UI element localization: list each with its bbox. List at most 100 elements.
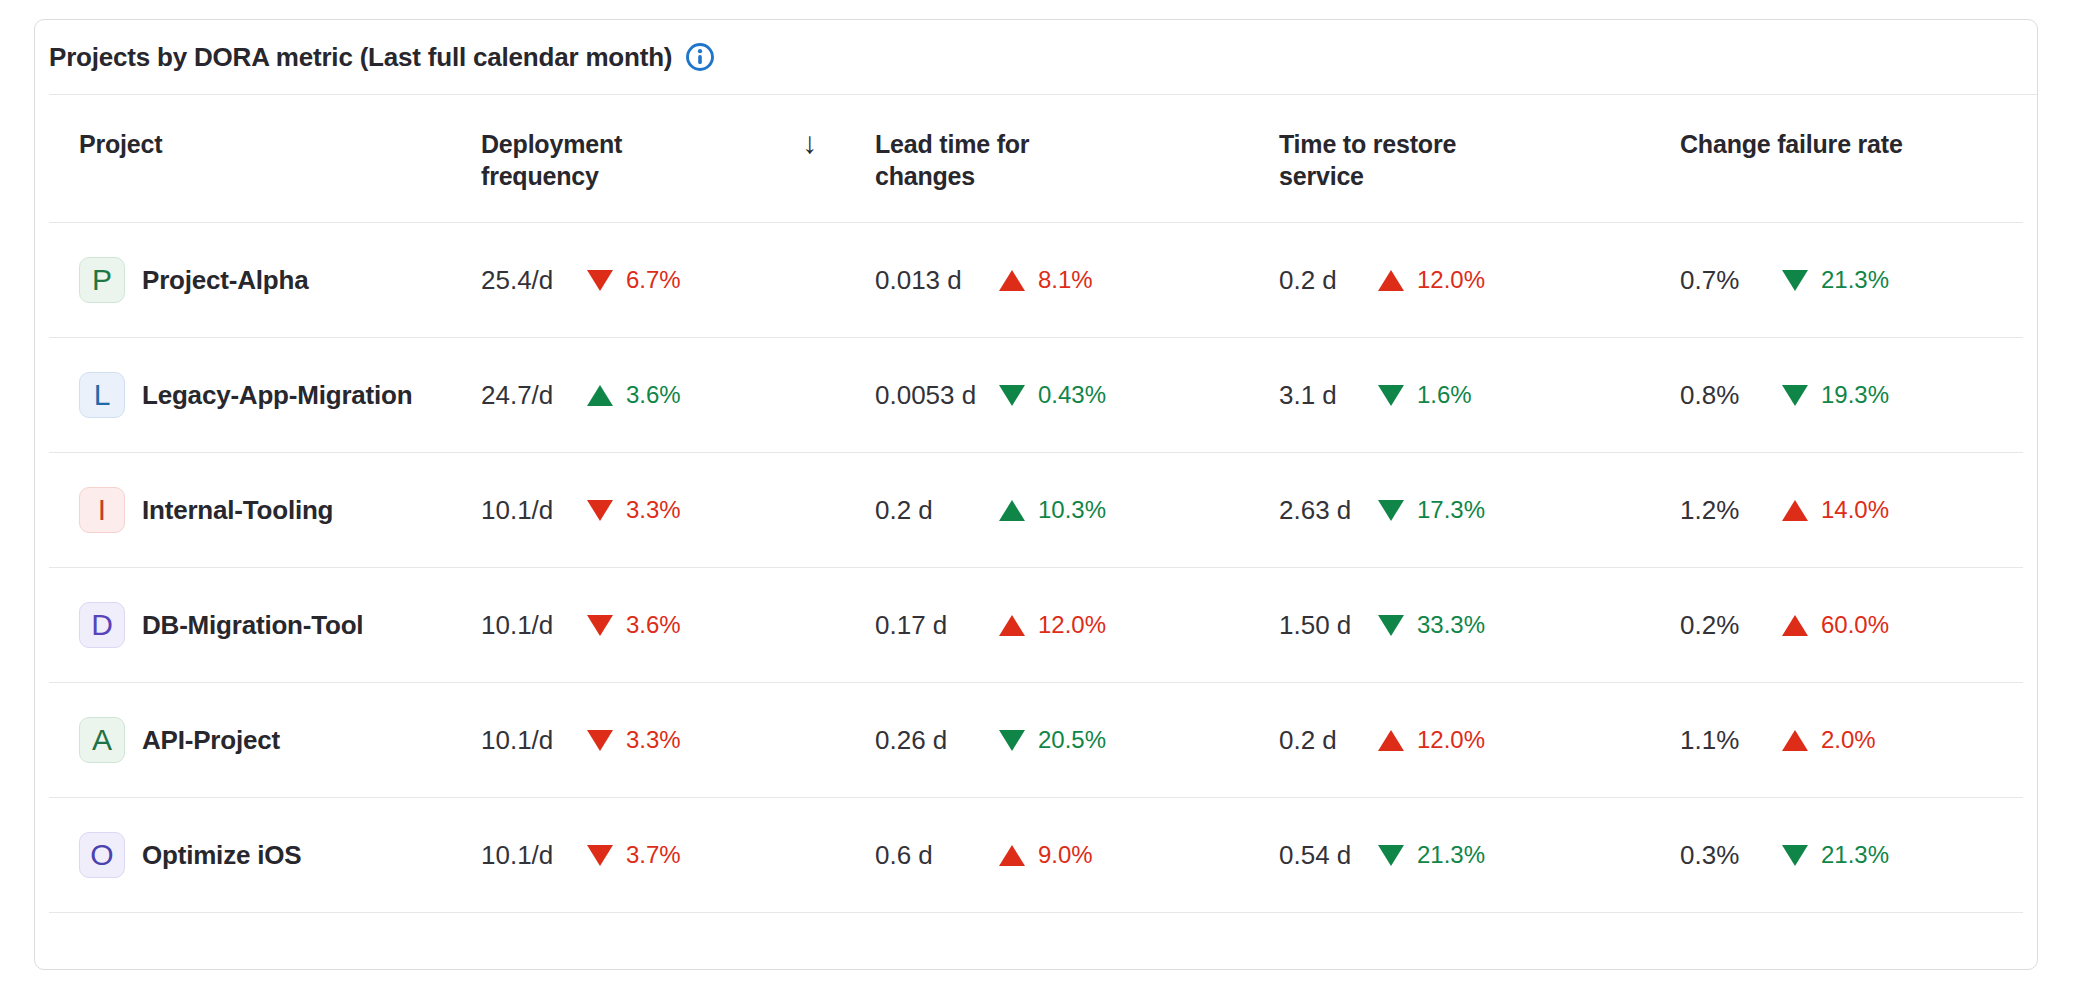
- metric-delta: 17.3%: [1378, 496, 1485, 524]
- metric-delta: 12.0%: [1378, 726, 1485, 754]
- delta-percent: 20.5%: [1038, 726, 1106, 754]
- metric-delta: 10.3%: [999, 496, 1106, 524]
- delta-percent: 3.7%: [626, 841, 681, 869]
- project-name-link[interactable]: Internal-Tooling: [142, 495, 333, 526]
- metric-value: 0.2 d: [1279, 725, 1378, 756]
- project-name-link[interactable]: Legacy-App-Migration: [142, 380, 412, 411]
- trend-down-icon: [587, 730, 613, 751]
- project-avatar: D: [79, 602, 125, 648]
- time-to-restore-cell: 0.2 d 12.0%: [1279, 725, 1680, 756]
- metric-delta: 14.0%: [1782, 496, 1889, 524]
- metric-value: 1.1%: [1680, 725, 1782, 756]
- metric-value: 10.1/d: [481, 725, 587, 756]
- dora-metrics-card: Projects by DORA metric (Last full calen…: [34, 19, 2038, 970]
- lead-time-cell: 0.013 d 8.1%: [875, 265, 1279, 296]
- change-failure-rate-cell: 1.2% 14.0%: [1680, 495, 2023, 526]
- trend-up-icon: [1782, 500, 1808, 521]
- time-to-restore-cell: 3.1 d 1.6%: [1279, 380, 1680, 411]
- trend-down-icon: [1378, 615, 1404, 636]
- trend-up-icon: [999, 270, 1025, 291]
- table-row: L Legacy-App-Migration 24.7/d 3.6% 0.005…: [49, 338, 2023, 453]
- metric-delta: 3.6%: [587, 611, 681, 639]
- delta-percent: 21.3%: [1417, 841, 1485, 869]
- project-avatar: P: [79, 257, 125, 303]
- lead-time-cell: 0.26 d 20.5%: [875, 725, 1279, 756]
- lead-time-cell: 0.2 d 10.3%: [875, 495, 1279, 526]
- card-title: Projects by DORA metric (Last full calen…: [49, 42, 672, 73]
- deployment-frequency-cell: 10.1/d 3.7%: [481, 840, 875, 871]
- project-cell: D DB-Migration-Tool: [79, 602, 481, 648]
- trend-down-icon: [1782, 270, 1808, 291]
- metric-value: 3.1 d: [1279, 380, 1378, 411]
- metric-value: 0.013 d: [875, 265, 999, 296]
- project-name-link[interactable]: API-Project: [142, 725, 280, 756]
- metric-delta: 0.43%: [999, 381, 1106, 409]
- metric-value: 25.4/d: [481, 265, 587, 296]
- metric-value: 1.50 d: [1279, 610, 1378, 641]
- delta-percent: 21.3%: [1821, 266, 1889, 294]
- trend-down-icon: [999, 730, 1025, 751]
- metric-delta: 1.6%: [1378, 381, 1472, 409]
- column-header-lead-time[interactable]: Lead time for changes: [875, 128, 1279, 192]
- time-to-restore-cell: 2.63 d 17.3%: [1279, 495, 1680, 526]
- metric-delta: 3.7%: [587, 841, 681, 869]
- metric-delta: 3.3%: [587, 726, 681, 754]
- metric-value: 1.2%: [1680, 495, 1782, 526]
- sort-descending-icon[interactable]: ↓: [802, 128, 817, 158]
- lead-time-cell: 0.17 d 12.0%: [875, 610, 1279, 641]
- trend-down-icon: [587, 615, 613, 636]
- metric-delta: 21.3%: [1378, 841, 1485, 869]
- metric-delta: 33.3%: [1378, 611, 1485, 639]
- time-to-restore-cell: 0.54 d 21.3%: [1279, 840, 1680, 871]
- project-name-link[interactable]: DB-Migration-Tool: [142, 610, 363, 641]
- column-header-time-to-restore[interactable]: Time to restore service: [1279, 128, 1680, 192]
- deployment-frequency-cell: 10.1/d 3.6%: [481, 610, 875, 641]
- deployment-frequency-cell: 10.1/d 3.3%: [481, 495, 875, 526]
- table-header-row: Project Deployment frequency ↓ Lead time…: [49, 95, 2023, 223]
- metric-value: 10.1/d: [481, 840, 587, 871]
- delta-percent: 10.3%: [1038, 496, 1106, 524]
- project-name-link[interactable]: Project-Alpha: [142, 265, 308, 296]
- metric-delta: 3.3%: [587, 496, 681, 524]
- trend-up-icon: [1782, 730, 1808, 751]
- metric-delta: 6.7%: [587, 266, 681, 294]
- table-body: P Project-Alpha 25.4/d 6.7% 0.013 d 8.1%…: [35, 223, 2037, 913]
- delta-percent: 9.0%: [1038, 841, 1093, 869]
- metric-value: 0.2%: [1680, 610, 1782, 641]
- delta-percent: 17.3%: [1417, 496, 1485, 524]
- metric-value: 10.1/d: [481, 495, 587, 526]
- delta-percent: 12.0%: [1038, 611, 1106, 639]
- metric-delta: 3.6%: [587, 381, 681, 409]
- table-row: I Internal-Tooling 10.1/d 3.3% 0.2 d 10.…: [49, 453, 2023, 568]
- metric-delta: 8.1%: [999, 266, 1093, 294]
- delta-percent: 3.3%: [626, 726, 681, 754]
- deployment-frequency-cell: 24.7/d 3.6%: [481, 380, 875, 411]
- column-header-project[interactable]: Project: [79, 128, 481, 192]
- metric-value: 0.7%: [1680, 265, 1782, 296]
- delta-percent: 21.3%: [1821, 841, 1889, 869]
- trend-up-icon: [1378, 730, 1404, 751]
- metric-delta: 12.0%: [1378, 266, 1485, 294]
- metric-value: 0.2 d: [875, 495, 999, 526]
- column-header-deployment-frequency[interactable]: Deployment frequency ↓: [481, 128, 875, 192]
- table-row: A API-Project 10.1/d 3.3% 0.26 d 20.5% 0…: [49, 683, 2023, 798]
- metric-value: 0.6 d: [875, 840, 999, 871]
- trend-down-icon: [1782, 385, 1808, 406]
- info-button[interactable]: [685, 42, 715, 72]
- delta-percent: 3.3%: [626, 496, 681, 524]
- trend-down-icon: [1378, 845, 1404, 866]
- deployment-frequency-cell: 25.4/d 6.7%: [481, 265, 875, 296]
- trend-down-icon: [587, 500, 613, 521]
- project-avatar: L: [79, 372, 125, 418]
- project-name-link[interactable]: Optimize iOS: [142, 840, 301, 871]
- column-header-change-failure-rate[interactable]: Change failure rate: [1680, 128, 2023, 192]
- table-row: O Optimize iOS 10.1/d 3.7% 0.6 d 9.0% 0.…: [49, 798, 2023, 913]
- delta-percent: 0.43%: [1038, 381, 1106, 409]
- lead-time-cell: 0.6 d 9.0%: [875, 840, 1279, 871]
- trend-down-icon: [1782, 845, 1808, 866]
- change-failure-rate-cell: 0.7% 21.3%: [1680, 265, 2023, 296]
- trend-up-icon: [1782, 615, 1808, 636]
- project-cell: A API-Project: [79, 717, 481, 763]
- metric-value: 0.54 d: [1279, 840, 1378, 871]
- metric-value: 24.7/d: [481, 380, 587, 411]
